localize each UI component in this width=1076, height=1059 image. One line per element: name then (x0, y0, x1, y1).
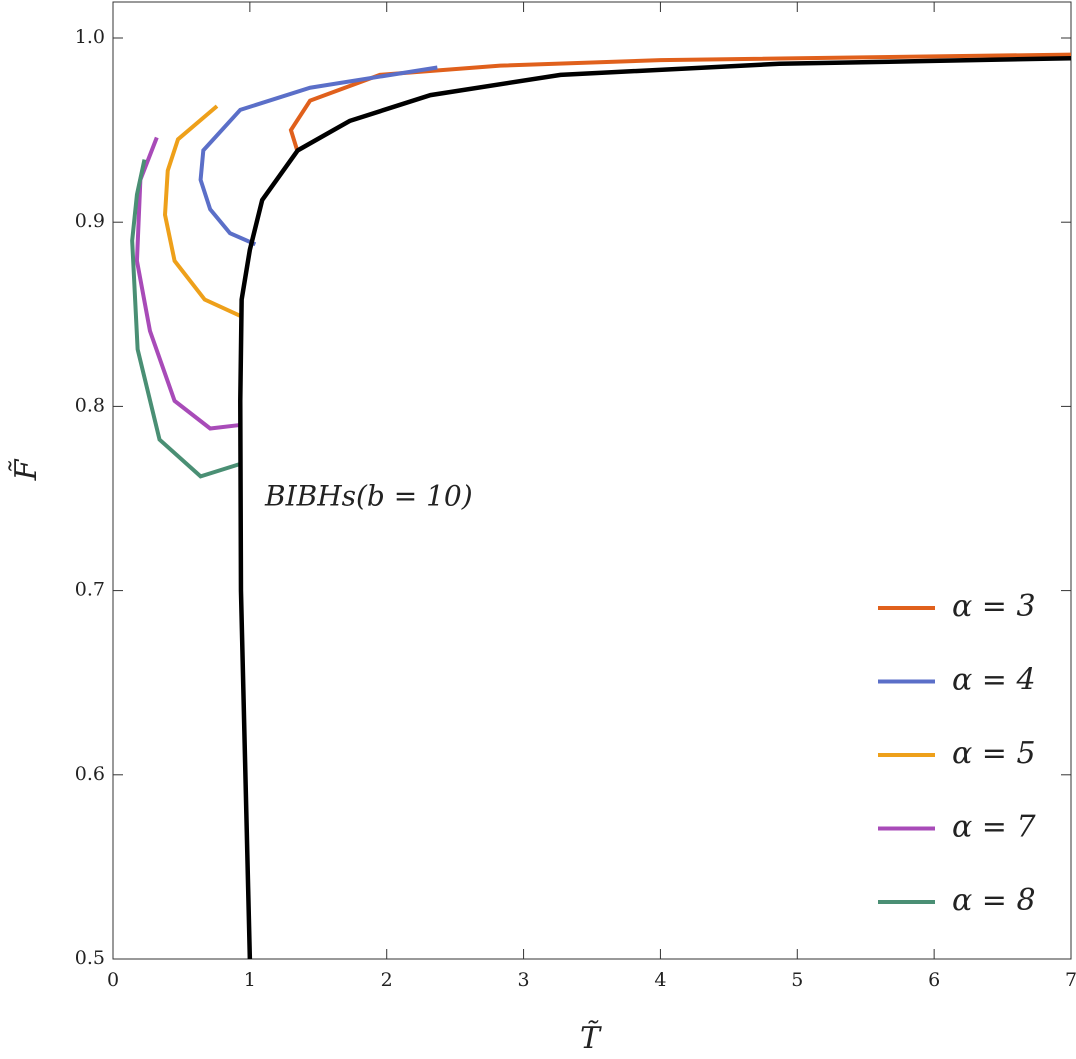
x-tick-label: 2 (381, 969, 393, 991)
annotation: BIBHs(b = 10) (264, 480, 473, 513)
y-tick-label: 1.0 (75, 26, 105, 48)
y-tick-label: 0.7 (75, 579, 105, 601)
x-axis-label: T̃ (580, 1021, 602, 1055)
x-tick-label: 0 (107, 969, 119, 991)
series-line (130, 159, 243, 479)
x-tick-label: 4 (654, 969, 666, 991)
y-tick-label: 0.8 (75, 394, 105, 416)
y-axis-label: F̃ (9, 458, 44, 481)
series-line (198, 65, 438, 247)
legend-label: α = 5 (952, 736, 1036, 771)
series-line (162, 104, 242, 318)
legend-label: α = 8 (952, 883, 1036, 918)
x-tick-label: 3 (518, 969, 530, 991)
plot-frame (112, 1, 1072, 960)
x-tick-label: 6 (928, 969, 940, 991)
series-line (238, 56, 1072, 960)
legend-label: α = 4 (952, 663, 1036, 698)
legend-label: α = 3 (952, 589, 1036, 624)
x-tick-label: 5 (791, 969, 803, 991)
y-tick-label: 0.5 (75, 947, 105, 969)
y-tick-label: 0.6 (75, 763, 105, 785)
legend-label: α = 7 (952, 810, 1036, 845)
x-tick-label: 1 (244, 969, 256, 991)
y-tick-label: 0.9 (75, 210, 105, 232)
x-tick-label: 7 (1065, 969, 1076, 991)
